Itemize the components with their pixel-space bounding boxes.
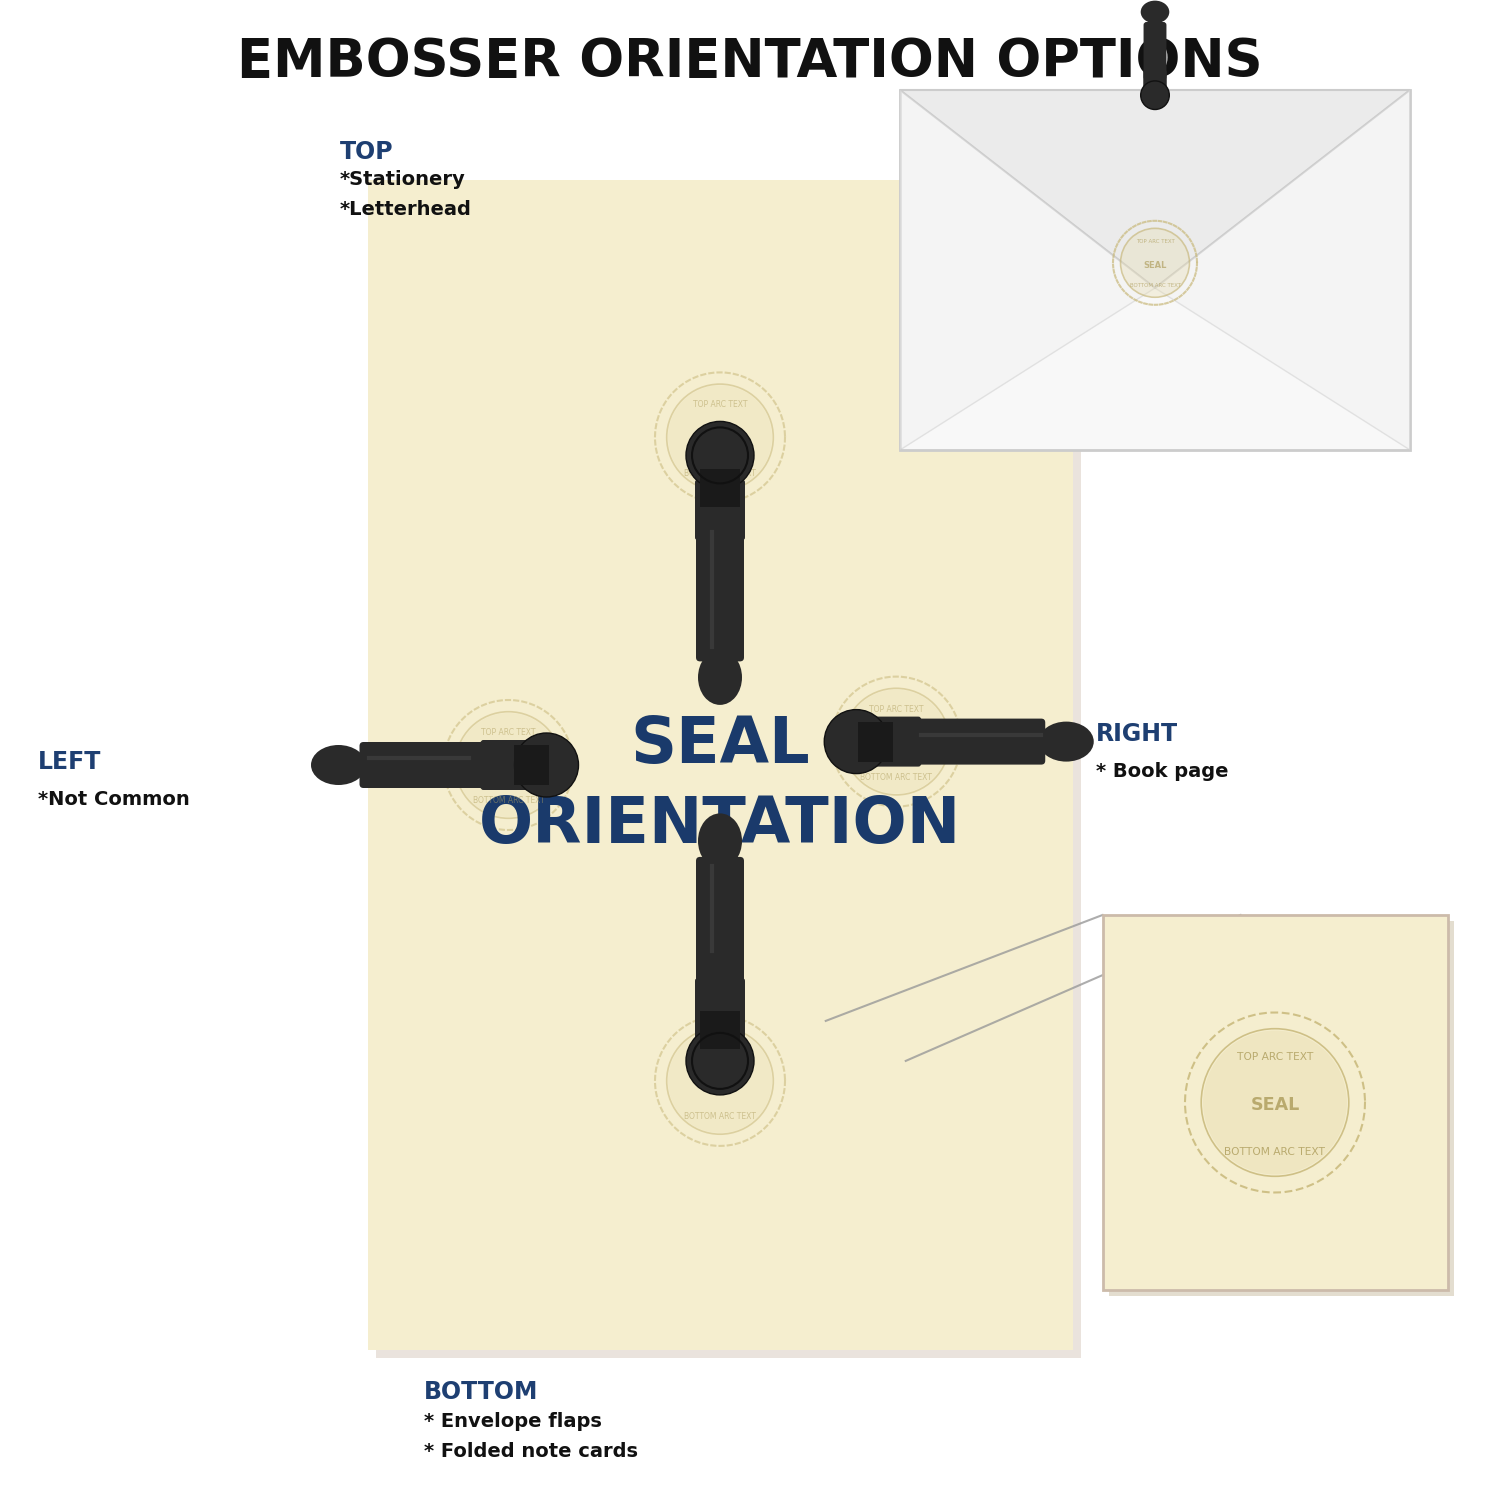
Text: SEAL: SEAL	[490, 762, 526, 774]
Text: BOTTOM ARC TEXT: BOTTOM ARC TEXT	[684, 468, 756, 477]
Text: TOP ARC TEXT: TOP ARC TEXT	[868, 705, 924, 714]
FancyBboxPatch shape	[700, 1011, 740, 1048]
Ellipse shape	[1038, 722, 1094, 762]
Text: RIGHT: RIGHT	[1096, 722, 1179, 746]
Text: TOP ARC TEXT: TOP ARC TEXT	[1238, 1053, 1312, 1062]
Circle shape	[456, 712, 561, 818]
Text: TOP: TOP	[340, 140, 393, 164]
Text: *Stationery: *Stationery	[340, 170, 465, 189]
Circle shape	[686, 1028, 754, 1095]
FancyBboxPatch shape	[900, 90, 1410, 450]
FancyBboxPatch shape	[696, 524, 744, 662]
Ellipse shape	[310, 746, 366, 784]
Circle shape	[1122, 230, 1188, 297]
FancyBboxPatch shape	[1108, 921, 1454, 1296]
Text: BOTTOM ARC TEXT: BOTTOM ARC TEXT	[861, 772, 932, 782]
FancyBboxPatch shape	[694, 978, 746, 1040]
Ellipse shape	[698, 650, 742, 705]
Circle shape	[1140, 81, 1170, 110]
Polygon shape	[900, 90, 1410, 288]
FancyBboxPatch shape	[858, 722, 894, 762]
Text: * Book page: * Book page	[1096, 762, 1228, 780]
Text: SEAL: SEAL	[1251, 1096, 1299, 1114]
Text: BOTTOM: BOTTOM	[424, 1380, 538, 1404]
Text: SEAL: SEAL	[630, 714, 810, 776]
Text: SEAL: SEAL	[702, 1077, 738, 1090]
Text: BOTTOM ARC TEXT: BOTTOM ARC TEXT	[472, 796, 544, 806]
FancyBboxPatch shape	[700, 470, 740, 507]
Polygon shape	[900, 90, 1155, 450]
FancyBboxPatch shape	[694, 480, 746, 540]
FancyBboxPatch shape	[375, 188, 1080, 1358]
Text: SEAL: SEAL	[1143, 261, 1167, 270]
Text: BOTTOM ARC TEXT: BOTTOM ARC TEXT	[684, 1112, 756, 1120]
Text: LEFT: LEFT	[38, 750, 102, 774]
Circle shape	[514, 734, 579, 796]
FancyBboxPatch shape	[696, 856, 744, 994]
Circle shape	[1203, 1030, 1347, 1174]
FancyBboxPatch shape	[912, 718, 1046, 765]
Circle shape	[668, 1029, 772, 1132]
Text: ORIENTATION: ORIENTATION	[478, 794, 962, 856]
Circle shape	[825, 710, 888, 774]
Circle shape	[686, 422, 754, 489]
Text: TOP ARC TEXT: TOP ARC TEXT	[693, 1044, 747, 1053]
Ellipse shape	[1140, 0, 1170, 24]
Text: TOP ARC TEXT: TOP ARC TEXT	[482, 728, 536, 736]
FancyBboxPatch shape	[480, 740, 538, 790]
FancyBboxPatch shape	[864, 717, 921, 766]
Text: SEAL: SEAL	[879, 738, 914, 752]
FancyBboxPatch shape	[368, 180, 1072, 1350]
FancyBboxPatch shape	[1143, 22, 1167, 80]
Text: SEAL: SEAL	[702, 433, 738, 447]
FancyBboxPatch shape	[1143, 70, 1167, 99]
FancyBboxPatch shape	[513, 746, 549, 784]
Text: * Envelope flaps: * Envelope flaps	[424, 1412, 602, 1431]
Text: EMBOSSER ORIENTATION OPTIONS: EMBOSSER ORIENTATION OPTIONS	[237, 36, 1263, 88]
Text: *Not Common: *Not Common	[38, 790, 189, 808]
Circle shape	[844, 690, 948, 794]
Text: * Folded note cards: * Folded note cards	[424, 1442, 638, 1461]
Text: TOP ARC TEXT: TOP ARC TEXT	[693, 400, 747, 410]
FancyBboxPatch shape	[360, 742, 492, 788]
FancyBboxPatch shape	[1102, 915, 1448, 1290]
Text: TOP ARC TEXT: TOP ARC TEXT	[1136, 240, 1174, 244]
Ellipse shape	[698, 813, 742, 868]
Text: BOTTOM ARC TEXT: BOTTOM ARC TEXT	[1224, 1148, 1326, 1156]
Polygon shape	[1155, 90, 1410, 450]
Text: BOTTOM ARC TEXT: BOTTOM ARC TEXT	[1130, 284, 1180, 288]
Circle shape	[668, 386, 772, 489]
Text: *Letterhead: *Letterhead	[340, 200, 472, 219]
